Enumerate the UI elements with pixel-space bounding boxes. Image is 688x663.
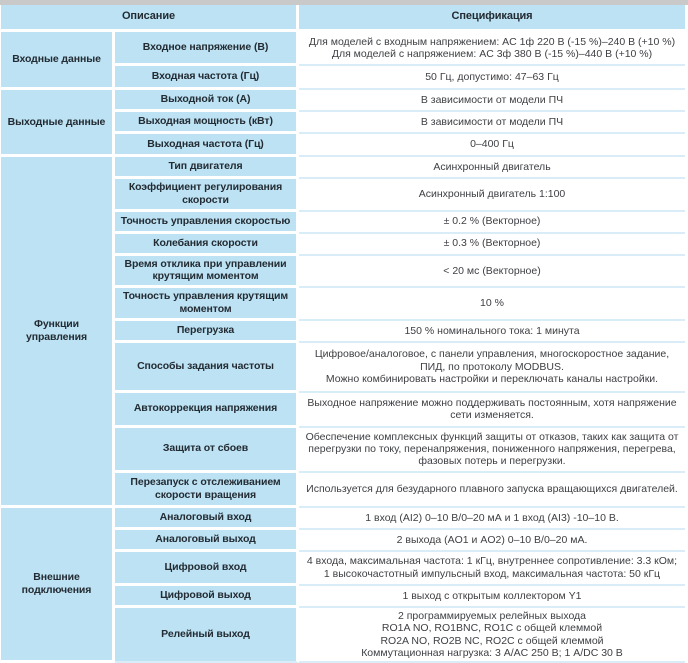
table-row: Автокоррекция напряжения Выходное напряж… (1, 392, 685, 428)
value-cell: ± 0.3 % (Векторное) (299, 233, 685, 256)
value-cell: Для моделей с входным напряжением: AC 1ф… (299, 32, 685, 66)
column-header-description: Описание (1, 5, 299, 32)
param-cell: Коэффициент регулирования скорости (115, 179, 299, 212)
table-row: Перегрузка 150 % номинального тока: 1 ми… (1, 320, 685, 343)
param-cell: Аналоговый выход (115, 529, 299, 552)
param-cell: Время отклика при управлении крутящим мо… (115, 255, 299, 289)
table-row: Входная частота (Гц) 50 Гц, допустимо: 4… (1, 66, 685, 90)
param-cell: Выходной ток (А) (115, 90, 299, 112)
param-cell: Автокоррекция напряжения (115, 392, 299, 428)
table-row: Цифровой выход 1 выход с открытым коллек… (1, 585, 685, 608)
value-cell: В зависимости от модели ПЧ (299, 90, 685, 112)
value-cell: Асинхронный двигатель (299, 157, 685, 179)
value-cell: Используется для безударного плавного за… (299, 472, 685, 508)
param-cell: Цифровой вход (115, 551, 299, 586)
group-cell-external-connections: Внешние подключения (1, 507, 115, 663)
table-row: Выходная частота (Гц) 0–400 Гц (1, 134, 685, 157)
param-cell: Перегрузка (115, 320, 299, 343)
table-row: Внешние подключения Аналоговый вход 1 вх… (1, 507, 685, 663)
value-cell: 0–400 Гц (299, 134, 685, 157)
table-row: Время отклика при управлении крутящим мо… (1, 255, 685, 289)
value-cell: 150 % номинального тока: 1 минута (299, 320, 685, 343)
param-cell: Тип двигателя (115, 157, 299, 179)
param-cell: Аналоговый вход (115, 507, 299, 530)
value-cell: Обеспечение комплексных функций защиты о… (299, 427, 685, 473)
value-cell: Выходное напряжение можно поддерживать п… (299, 392, 685, 428)
value-cell: В зависимости от модели ПЧ (299, 112, 685, 134)
table-row: Колебания скорости ± 0.3 % (Векторное) (1, 233, 685, 256)
page-top-strip (0, 0, 688, 5)
table-row: Выходная мощность (кВт) В зависимости от… (1, 112, 685, 134)
value-cell: 1 выход с открытым коллектором Y1 (299, 585, 685, 608)
value-cell: 2 программируемых релейных выхода RO1A N… (299, 607, 685, 663)
table-row: Функции управления Тип двигателя Асинхро… (1, 157, 685, 508)
param-cell: Способы задания частоты (115, 342, 299, 393)
table-row: Цифровой вход 4 входа, максимальная част… (1, 551, 685, 586)
param-cell: Входная частота (Гц) (115, 66, 299, 90)
table-row: Аналоговый выход 2 выхода (AO1 и AO2) 0–… (1, 529, 685, 552)
param-cell: Цифровой выход (115, 585, 299, 608)
param-cell: Выходная мощность (кВт) (115, 112, 299, 134)
param-cell: Точность управления крутящим моментом (115, 288, 299, 321)
value-cell: 1 вход (AI2) 0–10 В/0–20 мА и 1 вход (AI… (299, 507, 685, 530)
table-row: Способы задания частоты Цифровое/аналого… (1, 342, 685, 393)
group-cell-output-data: Выходные данные (1, 90, 115, 157)
group-cell-input-data: Входные данные (1, 32, 115, 90)
value-cell: 10 % (299, 288, 685, 321)
table-row: Точность управления крутящим моментом 10… (1, 288, 685, 321)
table-row: Перезапуск с отслеживанием скорости вращ… (1, 472, 685, 508)
value-cell: Асинхронный двигатель 1:100 (299, 179, 685, 212)
table-row: Точность управления скоростью ± 0.2 % (В… (1, 211, 685, 234)
param-cell: Защита от сбоев (115, 427, 299, 473)
column-header-specification: Спецификация (299, 5, 685, 32)
table-row: Входные данные Входное напряжение (В) Дл… (1, 32, 685, 90)
param-cell: Колебания скорости (115, 233, 299, 256)
param-cell: Перезапуск с отслеживанием скорости вращ… (115, 472, 299, 508)
table-row: Коэффициент регулирования скорости Асинх… (1, 179, 685, 212)
specification-table: Описание Спецификация Входные данные Вхо… (1, 5, 685, 663)
table-row: Защита от сбоев Обеспечение комплексных … (1, 427, 685, 473)
value-cell: ± 0.2 % (Векторное) (299, 211, 685, 234)
value-cell: 50 Гц, допустимо: 47–63 Гц (299, 66, 685, 90)
value-cell: 4 входа, максимальная частота: 1 кГц, вн… (299, 551, 685, 586)
param-cell: Точность управления скоростью (115, 211, 299, 234)
table-header-row: Описание Спецификация (1, 5, 685, 32)
param-cell: Входное напряжение (В) (115, 32, 299, 66)
table-row: Выходные данные Выходной ток (А) В завис… (1, 90, 685, 157)
group-cell-control-functions: Функции управления (1, 157, 115, 508)
param-cell: Релейный выход (115, 607, 299, 663)
value-cell: 2 выхода (AO1 и AO2) 0–10 В/0–20 мА. (299, 529, 685, 552)
param-cell: Выходная частота (Гц) (115, 134, 299, 157)
value-cell: Цифровое/аналоговое, с панели управления… (299, 342, 685, 393)
value-cell: < 20 мс (Векторное) (299, 255, 685, 289)
